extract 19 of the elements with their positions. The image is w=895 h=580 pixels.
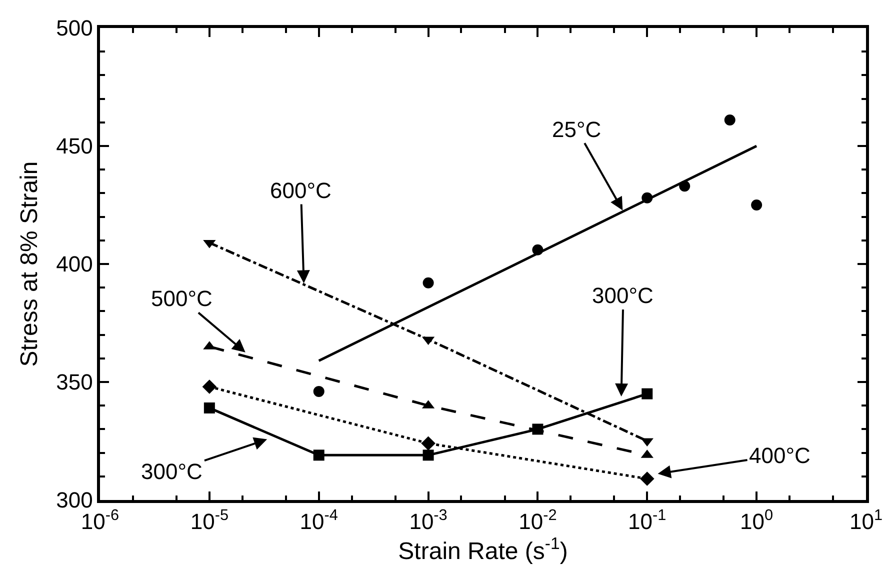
x-tick-label: 10$^{1}$ xyxy=(849,506,883,534)
y-tick-label: 450 xyxy=(56,134,93,159)
annotation: 500°C xyxy=(151,286,213,311)
x-tick-label: 10$^{-4}$ xyxy=(300,506,338,534)
annotation: 400°C xyxy=(749,443,811,468)
x-tick-label: 10$^{-2}$ xyxy=(518,506,557,534)
annotation: 300°C xyxy=(141,459,203,484)
annotation: 25°C xyxy=(552,117,602,142)
x-tick-label: 10$^{-3}$ xyxy=(409,506,448,534)
y-tick-label: 400 xyxy=(56,252,93,277)
annotation: 600°C xyxy=(270,178,332,203)
x-tick-label: 10$^{-5}$ xyxy=(190,506,229,534)
annotation: 300°C xyxy=(592,283,654,308)
x-axis-title: Strain Rate (s$^{-1}$) xyxy=(398,534,568,566)
x-tick-label: 10$^{0}$ xyxy=(740,506,774,534)
y-tick-label: 500 xyxy=(56,16,93,41)
x-tick-label: 10$^{-1}$ xyxy=(628,506,666,534)
y-tick-label: 350 xyxy=(56,370,93,395)
y-axis-title: Stress at 8% Strain xyxy=(16,161,44,367)
